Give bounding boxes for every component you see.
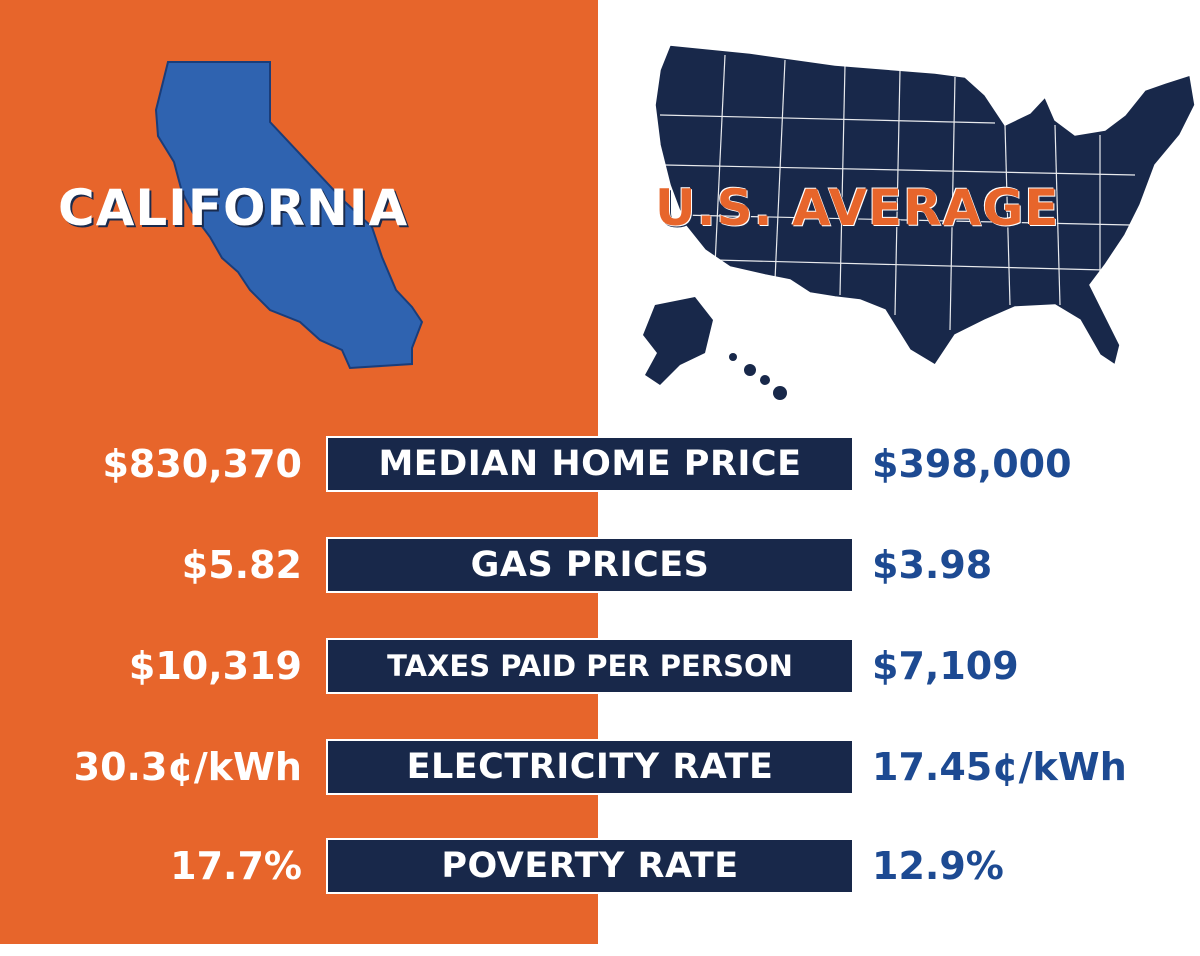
california-value: $830,370 — [102, 442, 302, 486]
california-heading: CALIFORNIA — [58, 179, 409, 237]
us-map-icon — [643, 44, 1196, 400]
stat-label: GAS PRICES — [326, 537, 854, 593]
california-value: 30.3¢/kWh — [73, 745, 302, 789]
us-average-heading: U.S. AVERAGE — [655, 179, 1060, 237]
us-average-value: $398,000 — [872, 442, 1072, 486]
stat-label: MEDIAN HOME PRICE — [326, 436, 854, 492]
us-average-value: $7,109 — [872, 644, 1019, 688]
us-average-value: 17.45¢/kWh — [872, 745, 1127, 789]
california-value: 17.7% — [170, 844, 302, 888]
california-value: $10,319 — [128, 644, 302, 688]
stat-row-gas-prices: $5.82 GAS PRICES $3.98 — [0, 535, 1200, 595]
stat-row-poverty-rate: 17.7% POVERTY RATE 12.9% — [0, 836, 1200, 896]
us-average-value: $3.98 — [872, 543, 993, 587]
stat-label: POVERTY RATE — [326, 838, 854, 894]
california-map-icon — [154, 61, 424, 370]
california-value: $5.82 — [181, 543, 302, 587]
stat-label: TAXES PAID PER PERSON — [326, 638, 854, 694]
stat-row-median-home-price: $830,370 MEDIAN HOME PRICE $398,000 — [0, 434, 1200, 494]
us-average-value: 12.9% — [872, 844, 1004, 888]
stat-row-taxes-paid-per-person: $10,319 TAXES PAID PER PERSON $7,109 — [0, 636, 1200, 696]
stat-row-electricity-rate: 30.3¢/kWh ELECTRICITY RATE 17.45¢/kWh — [0, 737, 1200, 797]
stat-label: ELECTRICITY RATE — [326, 739, 854, 795]
